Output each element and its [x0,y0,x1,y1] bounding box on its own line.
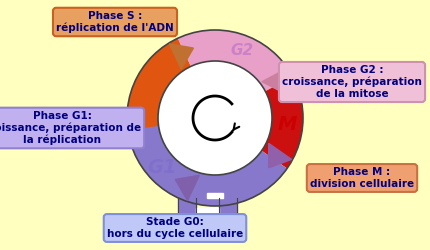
Polygon shape [269,144,292,168]
Text: Phase S :
réplication de l'ADN: Phase S : réplication de l'ADN [56,11,174,33]
Polygon shape [262,68,287,93]
Text: Phase G1:
croissance, préparation de
la réplication: Phase G1: croissance, préparation de la … [0,111,141,145]
Text: G0: G0 [205,230,225,244]
Polygon shape [219,198,237,230]
Text: Phase G2 :
croissance, préparation
de la mitose: Phase G2 : croissance, préparation de la… [282,65,422,99]
Polygon shape [128,126,287,206]
Text: G1: G1 [147,158,177,177]
Text: G2: G2 [230,43,254,58]
Text: M: M [277,115,297,134]
Polygon shape [207,193,223,198]
Polygon shape [127,38,191,198]
Text: Stade G0:
hors du cycle cellulaire: Stade G0: hors du cycle cellulaire [107,217,243,239]
Text: Phase M :
division cellulaire: Phase M : division cellulaire [310,167,414,189]
Polygon shape [178,30,293,91]
Polygon shape [169,44,194,69]
Polygon shape [196,208,219,230]
Polygon shape [175,175,200,201]
Polygon shape [262,77,303,168]
Text: S: S [135,106,150,125]
Circle shape [159,62,271,174]
Polygon shape [178,198,196,230]
